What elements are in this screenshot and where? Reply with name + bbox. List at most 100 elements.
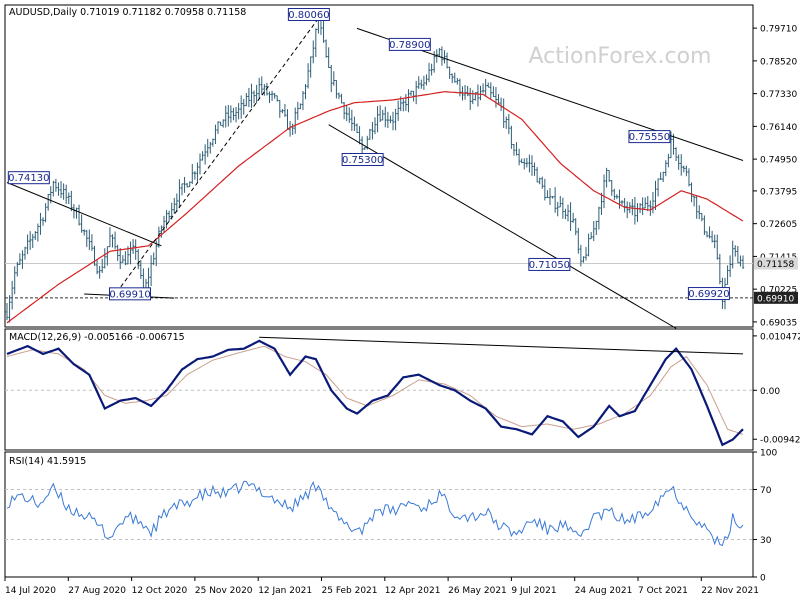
price-bar: [607, 170, 611, 182]
price-bar: [728, 255, 732, 277]
price-bar: [458, 78, 462, 97]
price-bar: [312, 40, 315, 64]
price-bar: [64, 184, 68, 204]
annotation-text: 0.69920: [688, 289, 729, 300]
price-bar: [633, 196, 637, 225]
trend-line: [6, 182, 162, 247]
macd-axis-label: 0.010472: [760, 332, 800, 342]
price-bar: [273, 92, 276, 99]
price-bar: [448, 66, 451, 79]
price-bar: [363, 147, 366, 150]
price-bar: [471, 90, 474, 105]
price-bar: [185, 182, 189, 188]
price-bar: [221, 119, 225, 128]
price-bar: [57, 182, 60, 196]
price-bar: [566, 204, 570, 222]
price-bar: [62, 183, 65, 200]
price-bar: [85, 229, 88, 248]
price-bar: [646, 196, 649, 212]
price-bar: [584, 246, 588, 261]
price-bar: [52, 180, 55, 197]
price-bar: [440, 46, 444, 66]
price-bar: [487, 82, 490, 88]
price-bar: [237, 103, 240, 120]
price-bar: [523, 158, 526, 170]
price-bar: [682, 165, 686, 173]
price-bar: [559, 196, 562, 208]
price-bar: [108, 227, 112, 248]
price-bar: [734, 245, 737, 257]
price-bar: [211, 138, 215, 147]
x-axis-label: 22 Nov 2021: [701, 586, 759, 596]
price-bar: [149, 255, 153, 287]
macd-layer: [5, 336, 753, 447]
x-axis-label: 9 Jul 2021: [511, 586, 556, 596]
rsi-line: [6, 480, 744, 547]
rsi-panel-header: RSI(14) 41.5915: [9, 456, 86, 467]
price-bar: [131, 238, 135, 254]
price-bar: [227, 104, 230, 127]
price-bar: [602, 174, 606, 209]
x-axis-label: 25 Feb 2021: [322, 586, 378, 596]
price-bar: [80, 214, 83, 233]
price-bar: [453, 72, 456, 83]
price-bar: [535, 167, 539, 183]
price-bar: [124, 251, 127, 266]
price-bar: [232, 107, 235, 121]
price-bar: [46, 193, 50, 211]
price-bar: [198, 153, 202, 175]
annotation-text: 0.71050: [529, 260, 570, 271]
price-bar: [196, 162, 199, 183]
price-bar: [695, 196, 698, 219]
price-bar: [260, 76, 263, 95]
price-bar: [322, 19, 325, 43]
price-bar: [507, 113, 511, 135]
price-bar: [342, 102, 346, 120]
price-bar: [404, 94, 408, 111]
price-bar: [739, 255, 742, 267]
macd-axis-label: -0.009426: [760, 436, 800, 446]
price-bar: [201, 151, 204, 161]
price-bar: [88, 229, 91, 251]
price-bar: [139, 259, 143, 279]
price-bar: [70, 190, 73, 212]
price-bar: [381, 109, 384, 121]
price-bar: [484, 78, 487, 97]
x-axis-label: 24 Aug 2021: [575, 586, 633, 596]
price-bar: [330, 64, 333, 93]
rsi-axis-label: 100: [760, 449, 777, 459]
price-bar: [451, 73, 454, 84]
price-bar: [121, 255, 125, 263]
price-bar: [556, 201, 559, 217]
price-bar: [579, 244, 583, 267]
price-bar: [252, 90, 256, 104]
price-bar: [216, 121, 220, 134]
price-bar: [389, 115, 392, 124]
annotation-label: 0.69920: [687, 287, 730, 301]
price-bar: [636, 203, 639, 222]
price-axis-label: 0.70225: [760, 286, 797, 296]
price-bar: [597, 206, 601, 230]
x-axis-label: 7 Oct 2021: [638, 586, 688, 596]
price-bar: [574, 218, 577, 236]
price-bar: [119, 248, 122, 270]
price-bar: [656, 178, 660, 197]
rsi-panel-frame: [4, 451, 754, 578]
price-bar: [414, 80, 418, 105]
price-bar: [587, 233, 590, 257]
price-bar: [255, 84, 258, 104]
annotation-text: 0.80060: [288, 10, 329, 21]
price-bar: [589, 232, 593, 240]
price-bar: [180, 183, 184, 196]
price-bar: [106, 246, 109, 266]
price-bar: [402, 99, 405, 112]
price-bar: [698, 205, 701, 220]
price-bar: [299, 103, 302, 110]
price-bar: [592, 220, 595, 242]
price-bar: [355, 123, 359, 134]
price-bar: [296, 101, 299, 120]
price-bar: [384, 106, 387, 128]
price-bar: [203, 144, 207, 165]
price-bar: [427, 62, 431, 83]
price-bar: [41, 217, 45, 226]
